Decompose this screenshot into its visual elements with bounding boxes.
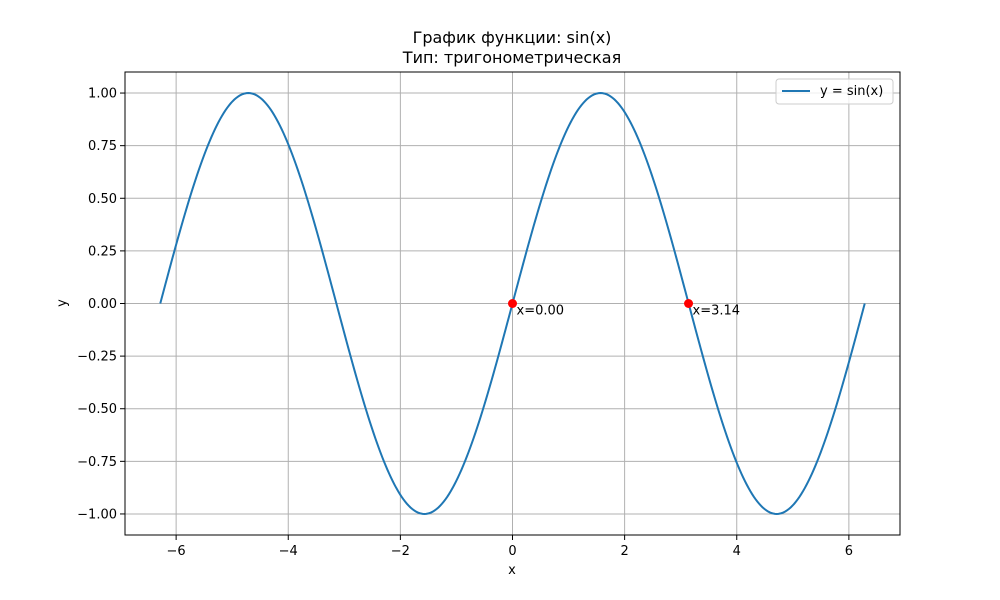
y-tick-label: 1.00 — [88, 87, 117, 102]
x-axis-label: x — [508, 563, 516, 578]
chart-title: График функции: sin(x) — [413, 28, 612, 47]
y-tick-label: 0.75 — [88, 139, 117, 154]
axis-ticks: −6 −4 −2 0 2 4 6 −1.00 −0.75 −0.50 −0.25 0.00 0.25 0.… — [77, 87, 853, 559]
grid — [125, 72, 900, 535]
legend: y = sin(x) — [775, 78, 894, 105]
x-tick-label: 2 — [620, 544, 628, 559]
chart-subtitle: Тип: тригонометрическая — [402, 48, 621, 67]
x-tick-label: −4 — [279, 544, 298, 559]
y-tick-label: −0.75 — [77, 455, 117, 470]
y-tick-label: −1.00 — [77, 507, 117, 522]
marked-point — [508, 299, 517, 308]
x-tick-label: −6 — [167, 544, 186, 559]
y-tick-label: 0.25 — [88, 244, 117, 259]
y-tick-label: −0.50 — [77, 402, 117, 417]
marked-points: x=0.00 x=3.14 — [508, 299, 740, 319]
x-tick-label: 6 — [845, 544, 853, 559]
legend-label: y = sin(x) — [820, 84, 883, 99]
x-tick-label: 0 — [508, 544, 516, 559]
point-annotation: x=3.14 — [693, 304, 741, 319]
point-annotation: x=0.00 — [517, 304, 565, 319]
x-tick-label: −2 — [391, 544, 410, 559]
x-tick-label: 4 — [733, 544, 741, 559]
y-tick-label: 0.50 — [88, 192, 117, 207]
y-axis-label: y — [55, 299, 70, 307]
y-tick-label: −0.25 — [77, 350, 117, 365]
y-tick-label: 0.00 — [88, 297, 117, 312]
legend-box — [775, 78, 894, 105]
marked-point — [684, 299, 694, 308]
